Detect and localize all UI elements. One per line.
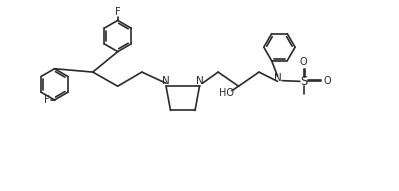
Text: N: N xyxy=(274,73,281,83)
Text: F: F xyxy=(43,95,49,105)
Text: N: N xyxy=(196,76,203,86)
Text: O: O xyxy=(300,57,307,67)
Text: O: O xyxy=(324,76,332,86)
Text: HO: HO xyxy=(219,88,234,98)
Text: N: N xyxy=(162,76,170,86)
Text: F: F xyxy=(115,7,120,17)
Text: S: S xyxy=(300,75,307,88)
